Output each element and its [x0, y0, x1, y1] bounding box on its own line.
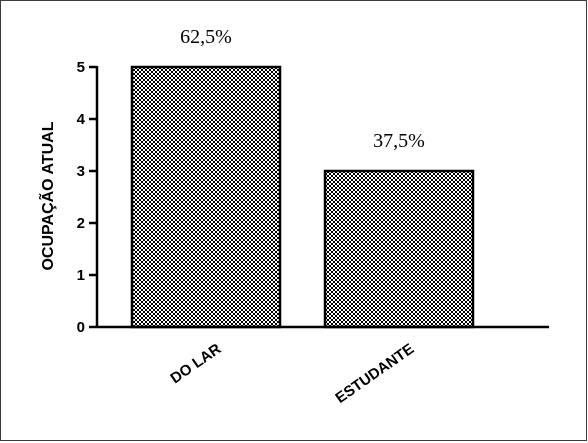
x-tick-label: ESTUDANTE — [332, 340, 417, 407]
y-tick-label: 0 — [77, 319, 85, 336]
y-tick-label: 2 — [77, 215, 85, 232]
data-label: 37,5% — [373, 130, 425, 152]
bar-estudante — [323, 169, 475, 329]
data-labels-group: 62,5% 37,5% — [180, 26, 425, 152]
data-label: 62,5% — [180, 26, 232, 48]
y-tick-label: 1 — [77, 267, 85, 284]
bars-group — [130, 65, 475, 329]
x-tick-label: DO LAR — [167, 340, 224, 387]
x-tick-labels-group: DO LAR ESTUDANTE — [167, 340, 417, 407]
y-tick-label: 3 — [77, 163, 85, 180]
y-ticks-group: 0 1 2 3 4 5 — [77, 59, 97, 336]
y-tick-label: 5 — [77, 59, 85, 76]
bar-do-lar — [130, 65, 282, 329]
y-tick-label: 4 — [77, 111, 86, 128]
y-axis-title: OCUPAÇÃO ATUAL — [37, 121, 57, 270]
